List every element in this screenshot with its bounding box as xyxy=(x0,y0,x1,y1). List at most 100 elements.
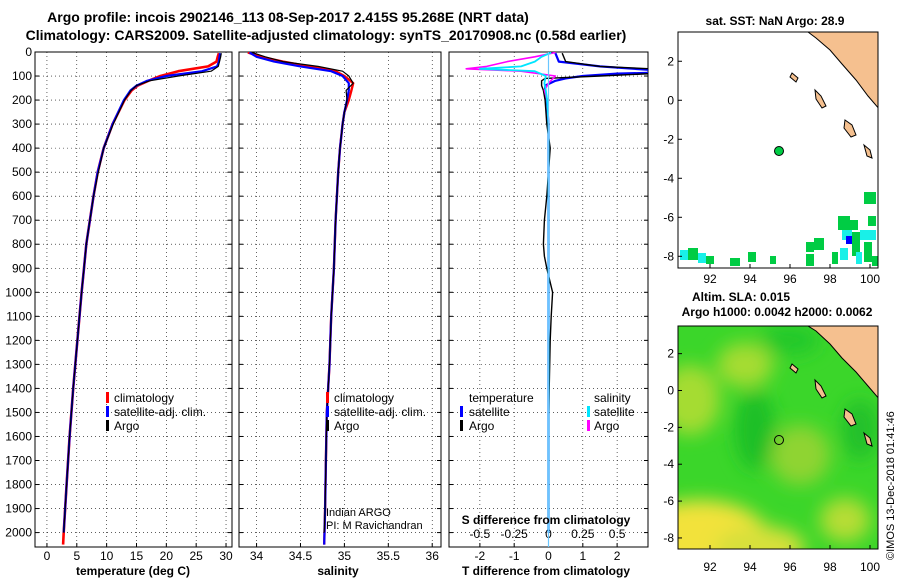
depth-tick-label: 1700 xyxy=(5,453,32,467)
depth-tick-label: 1300 xyxy=(5,357,32,371)
legend-swatch-satellite xyxy=(106,406,109,417)
sst-pixel xyxy=(868,216,876,226)
legend-label-t-argo: Argo xyxy=(469,419,495,433)
sst-pixel xyxy=(868,230,876,240)
sst-pixel xyxy=(838,216,850,230)
sla-map-subtitle: Argo h1000: 0.0042 h2000: 0.0062 xyxy=(682,305,873,319)
sst-argo-marker xyxy=(774,146,784,156)
map-x-tick-label: 98 xyxy=(823,272,837,286)
sla-high-southeast xyxy=(820,498,870,542)
legend-swatch-argo xyxy=(106,420,109,431)
sst-pixel xyxy=(806,254,814,266)
map-x-tick-label: 96 xyxy=(783,272,797,286)
salinity-xlabel: salinity xyxy=(317,564,359,578)
legend-swatch-climatology xyxy=(326,392,329,403)
x2-tick-label: -0.25 xyxy=(501,527,529,541)
sla-high-west xyxy=(678,365,720,435)
sla-island-siberut xyxy=(863,431,873,447)
depth-tick-label: 700 xyxy=(12,213,32,227)
salinity-grid xyxy=(239,51,441,547)
depth-tick-label: 300 xyxy=(12,117,32,131)
legend-title-salinity: salinity xyxy=(594,391,631,405)
sla-map-title: Altim. SLA: 0.015 xyxy=(692,290,790,304)
map-x-tick-label: 94 xyxy=(743,272,757,286)
legend-swatch-s-satellite xyxy=(587,406,590,417)
sla-island-simeulue xyxy=(789,363,799,374)
legend-label-climatology: climatology xyxy=(334,391,394,405)
temperature-profiles xyxy=(61,52,222,545)
depth-tick-label: 2000 xyxy=(5,526,32,540)
depth-tick-label: 1100 xyxy=(6,309,32,323)
salinity-profiles xyxy=(247,52,355,545)
salinity-legend: climatology satellite-adj. clim. Argo xyxy=(326,391,426,433)
x-tick-label: 0 xyxy=(44,549,51,563)
legend-label-satellite: satellite-adj. clim. xyxy=(334,405,426,419)
x-tick-label: 0 xyxy=(545,549,552,563)
x2-tick-label: 0.25 xyxy=(571,527,595,541)
sst-pixel xyxy=(846,236,854,244)
sst-pixel xyxy=(698,253,706,263)
temperature-argo-line xyxy=(63,53,222,533)
sst-pixel xyxy=(748,252,756,262)
timestamp: ©IMOS 13-Dec-2018 01:41:46 xyxy=(885,411,897,560)
depth-tick-label: 1500 xyxy=(5,405,32,419)
x-tick-label: 34.5 xyxy=(289,549,313,563)
credit-line-2: PI: M Ravichandran xyxy=(326,520,423,532)
map-y-tick-label: 0 xyxy=(667,93,674,107)
sla-island-mentawai xyxy=(843,408,857,427)
figure-title: Argo profile: incois 2902146_113 08-Sep-… xyxy=(47,9,529,25)
salinity-satellite-line xyxy=(248,52,350,545)
sst-land-sumatra xyxy=(807,32,878,109)
temperature-plot-frame xyxy=(34,51,233,548)
sla-map-frame xyxy=(677,325,879,550)
sst-island-nias xyxy=(814,88,827,109)
depth-tick-label: 1600 xyxy=(5,429,32,443)
credit-line-1: Indian ARGO xyxy=(326,507,391,519)
difference-xlabel: T difference from climatology xyxy=(462,564,630,578)
sst-map-ticks: 92 94 96 98 100 2 0 -2 -4 -6 -8 xyxy=(663,54,880,286)
legend-label-climatology: climatology xyxy=(114,391,174,405)
x-tick-label: 5 xyxy=(73,549,80,563)
map-y-tick-label: -2 xyxy=(663,420,674,434)
map-y-tick-label: -6 xyxy=(663,494,674,508)
sla-map-content xyxy=(678,326,878,549)
x-tick-label: 20 xyxy=(160,549,174,563)
depth-tick-label: 1400 xyxy=(5,381,32,395)
sst-pixel xyxy=(706,256,714,264)
x2-tick-label: 0.5 xyxy=(609,527,626,541)
legend-label-argo: Argo xyxy=(334,419,360,433)
sla-map-ticks: 92 94 96 98 100 2 0 -2 -4 -6 -8 xyxy=(663,347,880,574)
map-y-tick-label: 2 xyxy=(667,54,674,68)
sla-low-center xyxy=(735,390,775,470)
legend-swatch-t-argo xyxy=(460,420,463,431)
depth-tick-label: 900 xyxy=(12,261,32,275)
map-y-tick-label: -8 xyxy=(663,249,674,263)
salinity-climatology-line xyxy=(247,52,355,545)
sst-pixel xyxy=(770,256,776,264)
sst-map-panel: sat. SST: NaN Argo: 28.9 92 94 96 98 100 2 0 -2… xyxy=(663,14,880,286)
map-x-tick-label: 100 xyxy=(860,272,880,286)
sst-island-mentawai xyxy=(843,119,857,138)
sst-pixel xyxy=(842,230,852,240)
sst-map-frame xyxy=(677,31,879,269)
x-tick-label: 1 xyxy=(579,549,586,563)
sst-island-simeulue xyxy=(789,72,799,83)
sla-map-panel: Altim. SLA: 0.015 Argo h1000: 0.0042 h20… xyxy=(663,290,880,574)
legend-swatch-satellite xyxy=(326,406,329,417)
temperature-legend: climatology satellite-adj. clim. Argo xyxy=(106,391,206,433)
depth-tick-label: 1800 xyxy=(5,478,32,492)
x-tick-label: 35.5 xyxy=(377,549,401,563)
sst-pixel xyxy=(872,256,878,266)
x2-tick-label: -0.5 xyxy=(470,527,491,541)
map-y-tick-label: 0 xyxy=(667,384,674,398)
depth-tick-label: 800 xyxy=(12,237,32,251)
x-tick-label: 30 xyxy=(219,549,233,563)
x-tick-label: -1 xyxy=(509,549,520,563)
legend-swatch-argo xyxy=(326,420,329,431)
depth-tick-label: 1000 xyxy=(5,285,32,299)
x-tick-label: 10 xyxy=(100,549,114,563)
map-y-tick-label: -4 xyxy=(663,457,674,471)
salinity-x-ticks: 34 34.5 35 35.5 36 xyxy=(250,543,439,563)
difference-x-ticks: -2 -1 0 1 2 xyxy=(475,543,621,563)
sst-pixel xyxy=(814,238,824,250)
